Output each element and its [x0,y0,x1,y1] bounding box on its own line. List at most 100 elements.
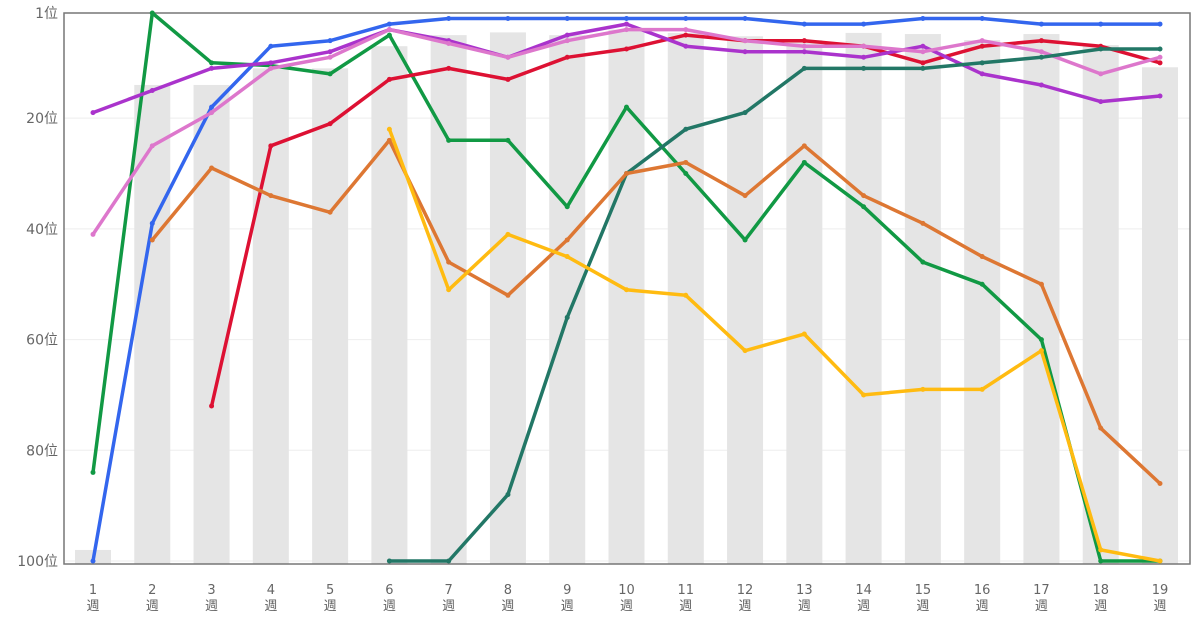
data-point-pink[interactable] [742,38,748,44]
data-point-yellow[interactable] [861,392,867,398]
data-point-teal[interactable] [386,558,392,564]
data-point-red[interactable] [801,38,807,44]
data-point-pink[interactable] [801,43,807,49]
data-point-orange[interactable] [446,259,452,265]
data-point-pink[interactable] [505,54,511,60]
data-point-pink[interactable] [1038,49,1044,55]
data-point-red[interactable] [624,46,629,52]
data-point-pink[interactable] [386,27,392,33]
data-point-pink[interactable] [920,49,926,55]
data-point-blue[interactable] [327,38,333,44]
data-point-pink[interactable] [90,231,96,237]
data-point-purple[interactable] [1157,93,1163,99]
data-point-green[interactable] [742,237,748,243]
data-point-green[interactable] [624,104,629,110]
data-point-green[interactable] [505,137,511,143]
data-point-orange[interactable] [209,165,215,171]
data-point-red[interactable] [505,76,511,82]
data-point-blue[interactable] [683,16,689,22]
data-point-purple[interactable] [920,43,926,49]
data-point-green[interactable] [801,159,807,165]
data-point-pink[interactable] [268,65,274,71]
data-point-teal[interactable] [446,558,452,564]
data-point-blue[interactable] [1098,21,1104,27]
data-point-teal[interactable] [505,492,511,498]
data-point-blue[interactable] [801,21,807,27]
data-point-purple[interactable] [209,65,215,71]
data-point-green[interactable] [90,469,96,475]
data-point-green[interactable] [149,10,155,16]
data-point-green[interactable] [1098,558,1104,564]
data-point-blue[interactable] [861,21,867,27]
data-point-green[interactable] [564,204,570,210]
data-point-orange[interactable] [920,220,926,226]
data-point-pink[interactable] [327,54,333,60]
data-point-yellow[interactable] [742,348,748,354]
data-point-yellow[interactable] [979,386,985,392]
data-point-yellow[interactable] [801,331,807,337]
data-point-red[interactable] [268,143,274,149]
data-point-pink[interactable] [446,40,452,46]
data-point-red[interactable] [446,65,452,71]
data-point-red[interactable] [1157,60,1163,66]
data-point-purple[interactable] [1098,99,1104,105]
data-point-green[interactable] [920,259,926,265]
data-point-red[interactable] [683,32,689,38]
data-point-green[interactable] [446,137,452,143]
data-point-purple[interactable] [742,49,748,55]
data-point-teal[interactable] [920,65,926,71]
data-point-orange[interactable] [979,254,985,260]
data-point-red[interactable] [386,76,392,82]
data-point-red[interactable] [564,54,570,60]
data-point-teal[interactable] [742,110,748,116]
data-point-yellow[interactable] [505,231,511,237]
data-point-purple[interactable] [327,49,333,55]
data-point-orange[interactable] [149,237,155,243]
data-point-pink[interactable] [624,27,629,33]
data-point-pink[interactable] [564,38,570,44]
data-point-pink[interactable] [1157,54,1163,60]
data-point-green[interactable] [386,32,392,38]
data-point-green[interactable] [683,171,689,177]
data-point-purple[interactable] [979,71,985,77]
data-point-pink[interactable] [683,27,689,33]
data-point-blue[interactable] [624,16,629,22]
data-point-teal[interactable] [801,65,807,71]
data-point-teal[interactable] [564,314,570,320]
data-point-red[interactable] [327,121,333,127]
data-point-yellow[interactable] [624,287,629,293]
data-point-orange[interactable] [505,292,511,298]
data-point-blue[interactable] [149,220,155,226]
data-point-green[interactable] [327,71,333,77]
data-point-blue[interactable] [920,16,926,22]
data-point-orange[interactable] [861,193,867,199]
data-point-blue[interactable] [505,16,511,22]
data-point-green[interactable] [209,60,215,66]
data-point-green[interactable] [1038,337,1044,343]
data-point-red[interactable] [209,403,215,409]
data-point-orange[interactable] [268,193,274,199]
data-point-purple[interactable] [861,54,867,60]
data-point-yellow[interactable] [564,254,570,260]
data-point-purple[interactable] [90,110,96,116]
data-point-purple[interactable] [624,21,629,27]
data-point-yellow[interactable] [920,386,926,392]
data-point-teal[interactable] [1038,54,1044,60]
data-point-yellow[interactable] [683,292,689,298]
data-point-yellow[interactable] [1098,547,1104,553]
data-point-pink[interactable] [1098,71,1104,77]
data-point-pink[interactable] [209,110,215,116]
data-point-yellow[interactable] [1038,348,1044,354]
data-point-green[interactable] [861,204,867,210]
data-point-red[interactable] [920,60,926,66]
data-point-yellow[interactable] [386,126,392,132]
data-point-orange[interactable] [1098,425,1104,431]
data-point-orange[interactable] [801,143,807,149]
data-point-blue[interactable] [1157,21,1163,27]
data-point-teal[interactable] [683,126,689,132]
data-point-blue[interactable] [564,16,570,22]
data-point-blue[interactable] [446,16,452,22]
data-point-orange[interactable] [1157,481,1163,487]
data-point-blue[interactable] [209,104,215,110]
data-point-pink[interactable] [149,143,155,149]
